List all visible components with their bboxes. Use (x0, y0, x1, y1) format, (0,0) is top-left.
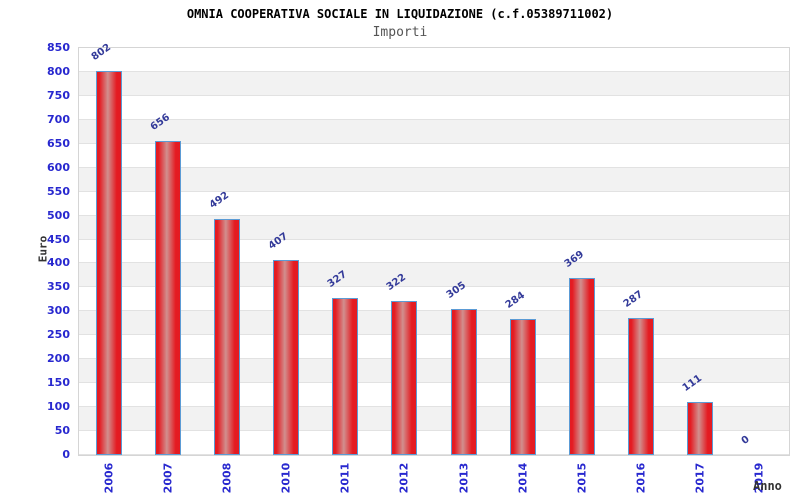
x-tick-label: 2012 (397, 462, 411, 494)
y-axis-title: Euro (36, 235, 50, 263)
y-tick-label: 650 (47, 136, 70, 150)
grid-band (79, 143, 789, 168)
bar-2015 (568, 278, 595, 455)
grid-band (79, 311, 789, 336)
y-tick-label: 700 (47, 112, 70, 126)
y-tick-label: 350 (47, 280, 70, 294)
grid-band (79, 167, 789, 192)
bar-2013 (450, 308, 477, 455)
bar-2006 (95, 70, 122, 455)
x-tick-label: 2014 (516, 462, 530, 494)
y-tick-label: 600 (47, 160, 70, 174)
x-tick-label: 2015 (575, 462, 589, 494)
grid-band (79, 48, 789, 72)
bar-2017 (687, 401, 714, 455)
chart-subtitle: Importi (372, 25, 428, 40)
bar-2011 (332, 298, 359, 455)
x-tick-label: 2008 (220, 462, 234, 494)
x-tick-label: 2006 (102, 462, 116, 494)
y-tick-label: 100 (47, 400, 70, 414)
bar-2007 (154, 140, 181, 455)
grid-band (79, 239, 789, 264)
y-tick-label: 300 (47, 304, 70, 318)
bar-2012 (391, 300, 418, 455)
bar-2010 (273, 260, 300, 455)
grid-band (79, 335, 789, 360)
y-tick-label: 550 (47, 184, 70, 198)
x-tick-label: 2016 (634, 462, 648, 494)
y-tick-label: 850 (47, 41, 70, 54)
grid-band (79, 215, 789, 240)
y-tick-label: 150 (47, 376, 70, 390)
y-tick-label: 750 (47, 88, 70, 102)
bar-2014 (509, 319, 536, 455)
x-tick-label: 2013 (457, 462, 471, 494)
y-tick-label: 500 (47, 208, 70, 222)
y-tick-label: 200 (47, 352, 70, 366)
x-tick-label: 2010 (279, 462, 293, 494)
x-tick-label: 2017 (693, 462, 707, 494)
x-axis-title: Anno (753, 479, 782, 493)
grid-band (79, 95, 789, 120)
grid-band (79, 71, 789, 96)
grid-band (79, 407, 789, 432)
bar-2008 (213, 219, 240, 455)
y-tick-label: 450 (47, 232, 70, 246)
grid-band (79, 383, 789, 408)
y-tick-label: 250 (47, 328, 70, 342)
bar-2016 (628, 317, 655, 455)
x-tick-label: 2011 (338, 462, 352, 494)
grid-band (79, 191, 789, 216)
grid-band (79, 359, 789, 384)
plot-area: 802 656 492 407 327 322 305 284 369 287 111 0 (78, 42, 790, 456)
y-tick-label: 800 (47, 64, 70, 78)
x-tick-label: 2007 (161, 462, 175, 494)
y-tick-label: 0 (62, 448, 70, 461)
grid-band (79, 431, 789, 455)
grid-band (79, 263, 789, 288)
chart-title: OMNIA COOPERATIVA SOCIALE IN LIQUIDAZION… (186, 7, 614, 21)
grid-band (79, 287, 789, 312)
grid-band (79, 119, 789, 144)
y-tick-label: 50 (54, 424, 70, 438)
y-tick-label: 400 (47, 256, 70, 270)
